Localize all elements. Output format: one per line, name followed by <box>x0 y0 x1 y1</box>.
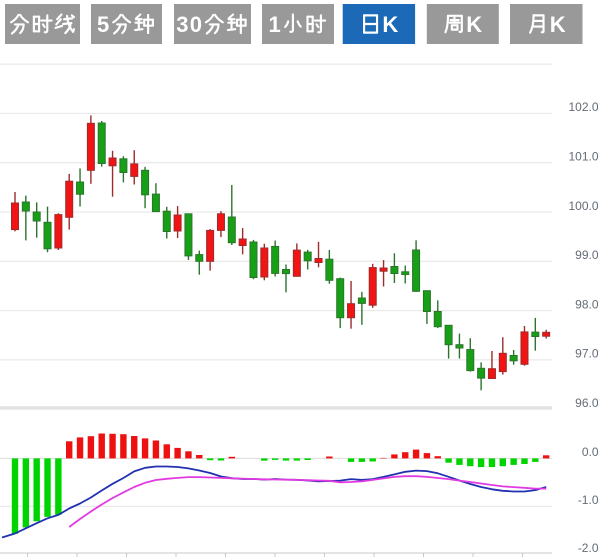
svg-text:K: K <box>466 12 482 37</box>
svg-text:K: K <box>382 12 398 37</box>
svg-text:97.0: 97.0 <box>575 347 599 361</box>
svg-text:1: 1 <box>268 12 280 37</box>
svg-text:98.0: 98.0 <box>575 297 599 311</box>
svg-text:K: K <box>550 12 566 37</box>
svg-text:-1.0: -1.0 <box>578 493 599 507</box>
svg-text:101.0: 101.0 <box>568 150 598 164</box>
svg-text:0.0: 0.0 <box>582 445 599 459</box>
svg-text:102.0: 102.0 <box>568 100 598 114</box>
svg-text:100.0: 100.0 <box>568 199 598 213</box>
svg-text:-2.0: -2.0 <box>578 541 599 555</box>
svg-text:3: 3 <box>176 12 188 37</box>
svg-text:0: 0 <box>190 12 202 37</box>
svg-text:99.0: 99.0 <box>575 248 599 262</box>
svg-text:5: 5 <box>97 12 109 37</box>
svg-text:96.0: 96.0 <box>575 396 599 410</box>
